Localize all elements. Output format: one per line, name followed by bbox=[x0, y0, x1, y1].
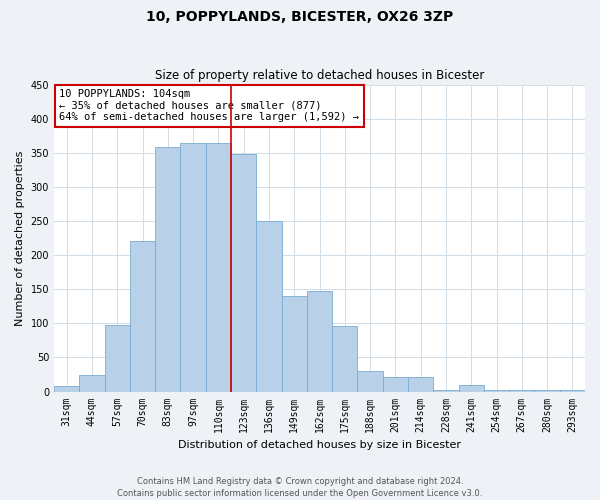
Bar bbox=[281, 296, 307, 392]
Bar bbox=[79, 374, 104, 392]
Bar bbox=[383, 376, 408, 392]
Bar bbox=[231, 154, 256, 392]
Text: Contains HM Land Registry data © Crown copyright and database right 2024.
Contai: Contains HM Land Registry data © Crown c… bbox=[118, 476, 482, 498]
Title: Size of property relative to detached houses in Bicester: Size of property relative to detached ho… bbox=[155, 69, 484, 82]
Bar bbox=[358, 371, 383, 392]
Bar bbox=[307, 290, 332, 392]
X-axis label: Distribution of detached houses by size in Bicester: Distribution of detached houses by size … bbox=[178, 440, 461, 450]
Bar bbox=[433, 390, 458, 392]
Bar bbox=[206, 142, 231, 392]
Bar bbox=[332, 326, 358, 392]
Bar bbox=[54, 386, 79, 392]
Bar bbox=[130, 242, 155, 392]
Bar bbox=[535, 390, 560, 392]
Y-axis label: Number of detached properties: Number of detached properties bbox=[15, 150, 25, 326]
Bar bbox=[458, 384, 484, 392]
Bar bbox=[104, 324, 130, 392]
Text: 10 POPPYLANDS: 104sqm
← 35% of detached houses are smaller (877)
64% of semi-det: 10 POPPYLANDS: 104sqm ← 35% of detached … bbox=[59, 89, 359, 122]
Bar bbox=[509, 390, 535, 392]
Bar bbox=[560, 390, 585, 392]
Text: 10, POPPYLANDS, BICESTER, OX26 3ZP: 10, POPPYLANDS, BICESTER, OX26 3ZP bbox=[146, 10, 454, 24]
Bar bbox=[408, 376, 433, 392]
Bar bbox=[256, 221, 281, 392]
Bar bbox=[484, 390, 509, 392]
Bar bbox=[155, 148, 181, 392]
Bar bbox=[181, 142, 206, 392]
